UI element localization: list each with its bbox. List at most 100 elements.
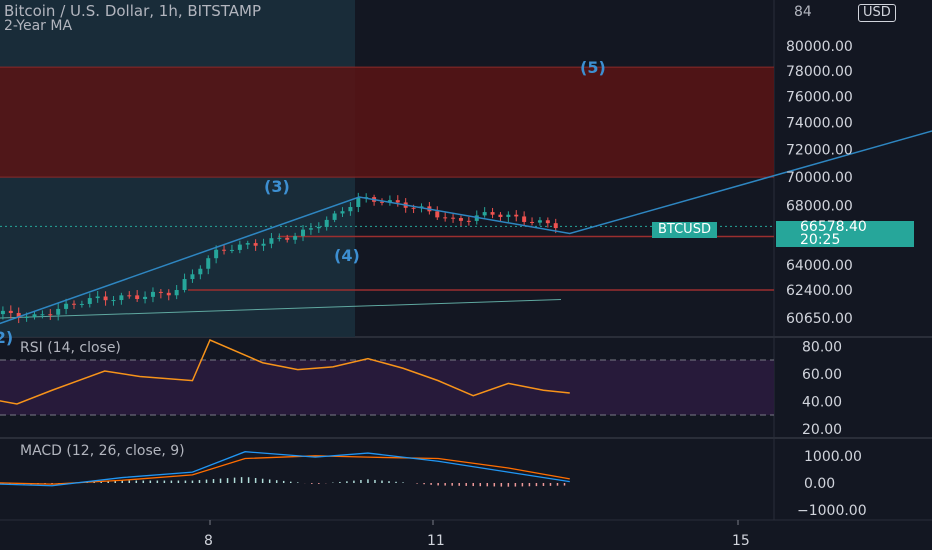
candle-body (8, 310, 13, 313)
price-tick-label: 62400.00 (786, 283, 853, 299)
candle-body (348, 207, 353, 212)
rsi-line (0, 339, 570, 405)
candle-body (530, 221, 535, 223)
candle-body (277, 237, 282, 239)
ma-line (0, 299, 562, 319)
candle-body (293, 236, 298, 240)
candle-body (458, 218, 463, 221)
candle-body (24, 317, 29, 319)
resistance-zone (0, 67, 774, 178)
candle-body (545, 220, 550, 224)
symbol-badge: BTCUSD (652, 222, 717, 238)
candle-body (95, 296, 100, 299)
chart-title: Bitcoin / U.S. Dollar, 1h, BITSTAMP (4, 2, 262, 20)
candle-body (443, 217, 448, 219)
candle-body (253, 243, 258, 246)
price-tick-label: 78000.00 (786, 64, 853, 80)
candle-body (56, 308, 61, 315)
candle-body (411, 207, 416, 209)
macd-legend: MACD (12, 26, close, 9) (20, 443, 185, 459)
candle-body (474, 215, 479, 221)
candle-body (190, 274, 195, 280)
wave-label-2: (2) (0, 328, 13, 347)
candle-body (498, 214, 503, 217)
wave-label-4: (4) (334, 246, 360, 265)
candle-body (198, 268, 203, 275)
candle-body (245, 243, 250, 245)
candle-body (237, 244, 242, 250)
candle-body (214, 249, 219, 259)
candle-body (514, 214, 519, 217)
candle-body (79, 303, 84, 305)
candle-body (285, 237, 290, 240)
candle-body (316, 226, 321, 229)
candle-body (119, 295, 124, 301)
currency-selector[interactable]: USD (858, 4, 896, 22)
candle-body (356, 197, 361, 208)
macd-tick-label: −1000.00 (797, 503, 867, 519)
price-tick-label: 80000.00 (786, 39, 853, 55)
candle-body (340, 211, 345, 214)
time-tick-label: 15 (732, 533, 750, 549)
ma-legend: 2-Year MA (4, 18, 73, 34)
elliott-wave-path (0, 130, 932, 325)
candle-body (482, 212, 487, 216)
candle-body (522, 216, 527, 222)
candle-body (64, 303, 69, 309)
price-tick-label: 60650.00 (786, 311, 853, 327)
candle-body (32, 314, 37, 318)
candle-body (16, 312, 21, 318)
wave-label-5: (5) (580, 58, 606, 77)
candle-body (71, 303, 76, 305)
candle-body (269, 238, 274, 244)
candle-body (261, 243, 266, 246)
candle-body (395, 200, 400, 203)
candle-body (332, 213, 337, 220)
macd-signal-line (0, 455, 570, 485)
candle-body (111, 300, 116, 302)
price-tick-label: 76000.00 (786, 89, 853, 105)
macd-tick-label: 0.00 (804, 476, 835, 492)
candle-body (0, 310, 5, 315)
candle-body (182, 279, 187, 291)
candle-body (537, 220, 542, 223)
candle-body (87, 298, 92, 304)
candle-body (553, 223, 558, 229)
candle-body (143, 296, 148, 300)
rsi-tick-label: 20.00 (802, 422, 842, 438)
candle-body (135, 295, 140, 300)
rsi-tick-label: 60.00 (802, 367, 842, 383)
last-price-tag: 66578.40 20:25 (776, 220, 914, 248)
candle-body (103, 296, 108, 301)
candle-body (466, 220, 471, 222)
top-tick-fragment: 84 (794, 4, 812, 20)
candle-body (387, 200, 392, 203)
macd-line (0, 451, 570, 487)
candle-body (48, 314, 53, 316)
candle-body (379, 201, 384, 203)
candle-body (229, 249, 234, 251)
candle-body (40, 314, 45, 316)
rsi-band (0, 360, 774, 415)
price-tick-label: 70000.00 (786, 170, 853, 186)
time-tick-label: 8 (204, 533, 213, 549)
price-tick-label: 72000.00 (786, 142, 853, 158)
rsi-tick-label: 40.00 (802, 394, 842, 410)
candle-body (308, 228, 313, 230)
price-tick-label: 68000.00 (786, 199, 853, 215)
candle-body (490, 212, 495, 215)
rsi-legend: RSI (14, close) (20, 340, 121, 356)
candle-body (451, 217, 456, 219)
candle-body (174, 290, 179, 296)
candle-body (324, 219, 329, 227)
candle-body (127, 295, 132, 297)
wave-label-3: (3) (264, 177, 290, 196)
candle-body (222, 249, 227, 251)
bar-countdown: 20:25 (800, 232, 841, 248)
candle-body (206, 258, 211, 269)
candle-body (435, 211, 440, 218)
rsi-tick-label: 80.00 (802, 339, 842, 355)
candle-body (301, 229, 306, 237)
price-tick-label: 64000.00 (786, 258, 853, 274)
